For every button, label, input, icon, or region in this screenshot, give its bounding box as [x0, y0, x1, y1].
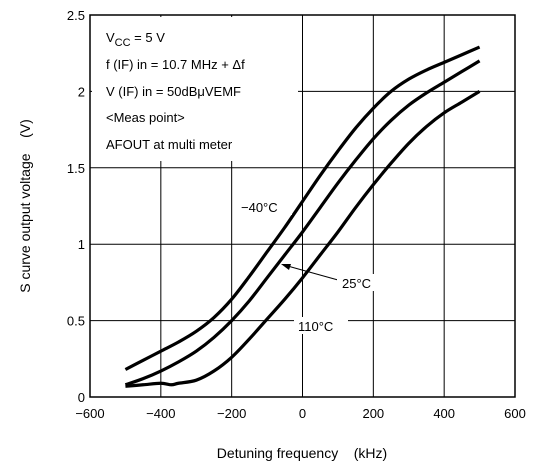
condition-input-level: V (IF) in = 50dBμVEMF [106, 84, 241, 99]
condition-afout: AFOUT at multi meter [106, 137, 233, 152]
label-25-bg [337, 274, 383, 291]
curve-label-minus40: −40°C [241, 200, 278, 215]
x-tick-label: 600 [504, 406, 526, 421]
plot-frame [89, 14, 516, 398]
series-110c-line [125, 90, 481, 388]
y-tick-label: 0 [78, 390, 85, 405]
y-tick-labels: 0 0.5 1 1.5 2 2.5 [67, 8, 85, 405]
label-110-bg [294, 317, 348, 334]
x-axis-title: Detuning frequency (kHz) [217, 445, 387, 461]
y-tick-label: 0.5 [67, 314, 85, 329]
y-tick-label: 2.5 [67, 8, 85, 23]
x-tick-labels: −600 −400 −200 0 200 400 600 [75, 406, 526, 421]
x-tick-label: −400 [146, 406, 175, 421]
x-tick-label: 0 [299, 406, 306, 421]
y-tick-label: 1 [78, 237, 85, 252]
y-tick-label: 1.5 [67, 161, 85, 176]
x-tick-label: −600 [75, 406, 104, 421]
series-minus40c-line [124, 45, 481, 371]
conditions-box-bg [92, 17, 298, 161]
condition-meas-point: <Meas point> [106, 110, 185, 125]
y-tick-label: 2 [78, 84, 85, 99]
curve-label-110: 110°C [298, 319, 333, 334]
x-tick-label: 200 [362, 406, 384, 421]
y-axis-title: S curve output voltage (V) [17, 119, 33, 293]
x-tick-label: −200 [217, 406, 246, 421]
label-minus40-bg [236, 198, 292, 215]
x-tick-label: 400 [433, 406, 455, 421]
label-25-leader [283, 264, 339, 281]
condition-frequency: f (IF) in = 10.7 MHz + Δf [106, 57, 245, 72]
curve-label-25: 25°C [342, 276, 371, 291]
label-25-arrowhead [281, 264, 291, 270]
condition-vcc: VCC = 5 V [106, 30, 165, 49]
series-25c-line [124, 59, 481, 387]
curves [124, 45, 481, 388]
